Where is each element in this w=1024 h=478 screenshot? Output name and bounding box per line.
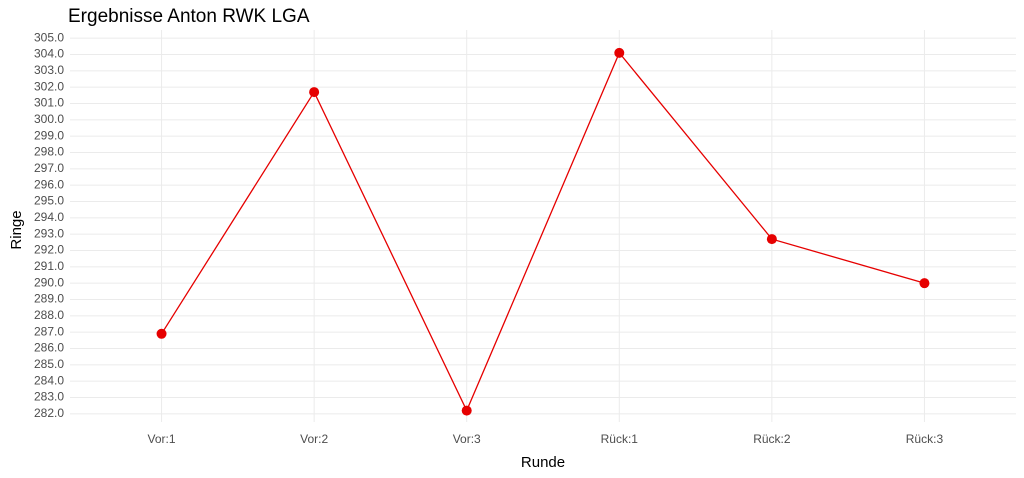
y-tick-label: 303.0 bbox=[34, 63, 64, 77]
y-tick-label: 290.0 bbox=[34, 275, 64, 289]
x-axis-title: Runde bbox=[521, 454, 565, 471]
point bbox=[309, 87, 320, 98]
y-tick-label: 286.0 bbox=[34, 341, 64, 355]
y-tick-label: 302.0 bbox=[34, 79, 64, 93]
y-tick-label: 300.0 bbox=[34, 112, 64, 126]
x-tick-label: Vor:1 bbox=[148, 432, 176, 446]
point bbox=[156, 328, 167, 339]
y-tick-label: 301.0 bbox=[34, 96, 64, 110]
y-tick-label: 289.0 bbox=[34, 292, 64, 306]
y-tick-label: 304.0 bbox=[34, 47, 64, 61]
y-tick-label: 294.0 bbox=[34, 210, 64, 224]
y-tick-label: 295.0 bbox=[34, 194, 64, 208]
point bbox=[461, 405, 472, 416]
y-tick-label: 284.0 bbox=[34, 373, 64, 387]
x-tick-label: Rück:1 bbox=[601, 432, 639, 446]
y-tick-label: 285.0 bbox=[34, 357, 64, 371]
x-tick-label: Vor:2 bbox=[300, 432, 328, 446]
y-tick-label: 288.0 bbox=[34, 308, 64, 322]
y-tick-label: 305.0 bbox=[34, 30, 64, 44]
y-axis-title: Ringe bbox=[8, 210, 25, 249]
marks bbox=[156, 47, 930, 416]
y-tick-label: 291.0 bbox=[34, 259, 64, 273]
y-tick-label: 297.0 bbox=[34, 161, 64, 175]
point bbox=[614, 47, 625, 58]
y-tick-label: 282.0 bbox=[34, 406, 64, 420]
y-tick-label: 298.0 bbox=[34, 145, 64, 159]
y-tick-label: 293.0 bbox=[34, 226, 64, 240]
point bbox=[919, 278, 930, 289]
x-tick-label: Rück:2 bbox=[753, 432, 791, 446]
y-tick-label: 296.0 bbox=[34, 177, 64, 191]
point bbox=[766, 234, 777, 245]
chart-title: Ergebnisse Anton RWK LGA bbox=[68, 6, 310, 27]
x-tick-label: Rück:3 bbox=[906, 432, 944, 446]
y-tick-label: 283.0 bbox=[34, 390, 64, 404]
line bbox=[160, 51, 925, 413]
y-tick-label: 299.0 bbox=[34, 128, 64, 142]
x-tick-label: Vor:3 bbox=[453, 432, 481, 446]
grid bbox=[70, 30, 1016, 422]
y-tick-label: 292.0 bbox=[34, 243, 64, 257]
y-tick-label: 287.0 bbox=[34, 324, 64, 338]
